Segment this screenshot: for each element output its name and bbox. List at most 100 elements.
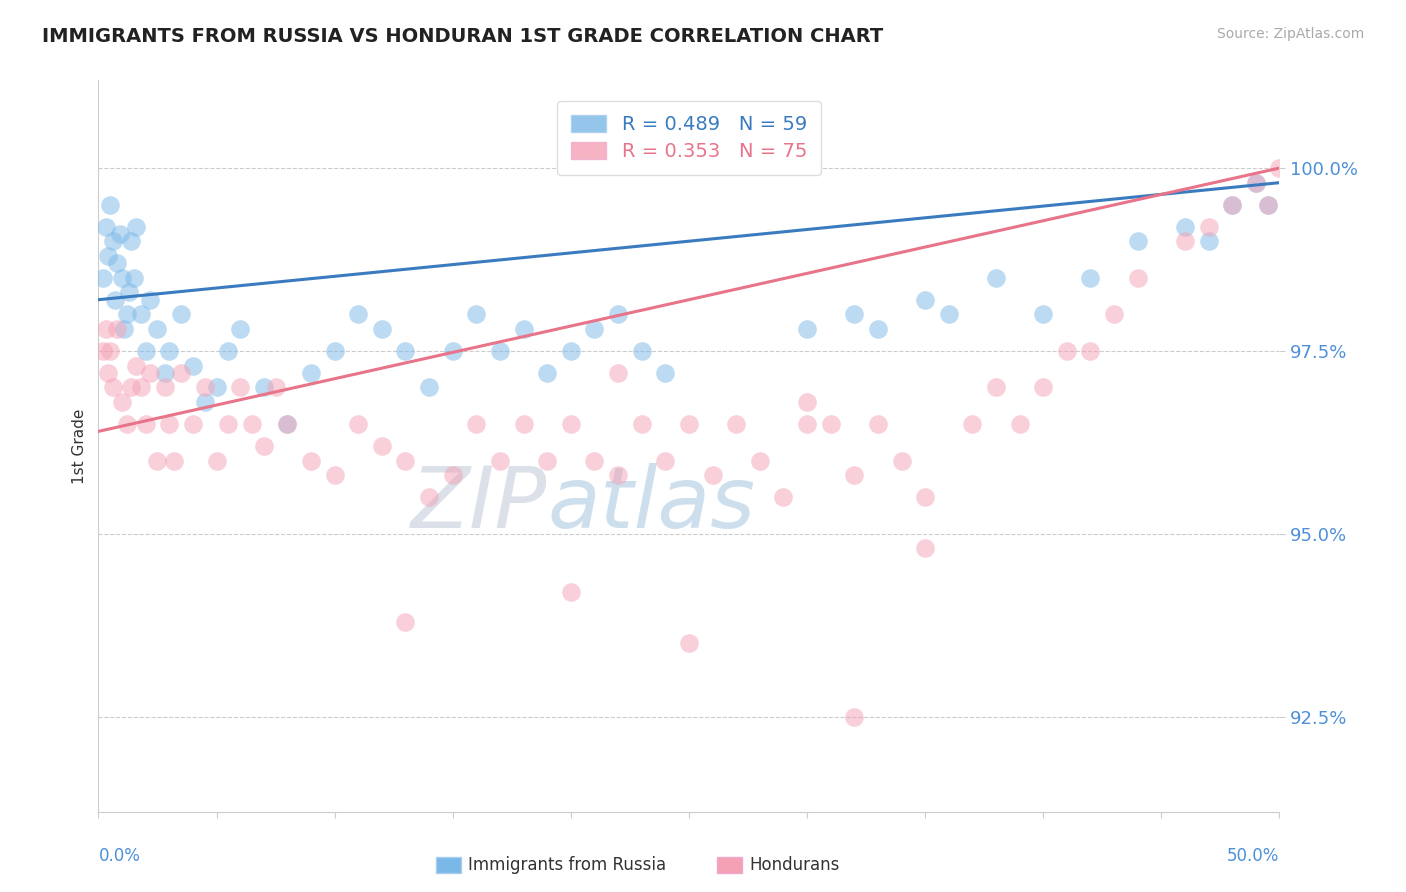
Point	[276, 417, 298, 431]
Point	[654, 453, 676, 467]
Point	[914, 293, 936, 307]
Point	[323, 343, 346, 358]
Point	[347, 417, 370, 431]
Point	[111, 270, 134, 285]
Point	[153, 366, 176, 380]
Point	[702, 468, 724, 483]
Point	[323, 468, 346, 483]
Point	[1174, 219, 1197, 234]
Point	[205, 380, 228, 394]
Point	[115, 417, 138, 431]
Point	[607, 307, 630, 321]
Point	[394, 453, 416, 467]
Point	[108, 227, 131, 241]
Point	[1102, 307, 1125, 321]
Point	[418, 380, 440, 394]
Point	[194, 395, 217, 409]
Point	[105, 322, 128, 336]
Point	[371, 322, 394, 336]
Point	[104, 293, 127, 307]
Point	[1198, 234, 1220, 248]
Point	[105, 256, 128, 270]
Point	[217, 343, 239, 358]
Point	[512, 417, 534, 431]
Point	[394, 343, 416, 358]
Point	[536, 366, 558, 380]
Point	[146, 322, 169, 336]
Point	[844, 468, 866, 483]
Point	[418, 490, 440, 504]
Point	[157, 343, 180, 358]
Point	[146, 453, 169, 467]
Text: atlas: atlas	[547, 463, 755, 546]
Point	[914, 490, 936, 504]
Point	[94, 322, 117, 336]
Point	[121, 380, 143, 394]
Point	[181, 359, 204, 373]
Point	[1220, 197, 1243, 211]
Text: 50.0%: 50.0%	[1227, 847, 1279, 865]
Point	[1032, 307, 1054, 321]
Point	[371, 439, 394, 453]
Point	[441, 468, 464, 483]
Point	[276, 417, 298, 431]
Point	[678, 417, 700, 431]
Point	[1126, 234, 1149, 248]
Point	[217, 417, 239, 431]
Point	[170, 307, 193, 321]
Point	[139, 293, 162, 307]
Point	[181, 417, 204, 431]
Point	[890, 453, 912, 467]
Point	[347, 307, 370, 321]
Point	[678, 636, 700, 650]
Point	[938, 307, 960, 321]
Point	[125, 219, 148, 234]
Y-axis label: 1st Grade: 1st Grade	[72, 409, 87, 483]
Point	[796, 395, 818, 409]
Point	[157, 417, 180, 431]
Text: ZIP: ZIP	[411, 463, 547, 546]
Point	[205, 453, 228, 467]
Point	[630, 343, 652, 358]
Point	[583, 322, 606, 336]
Point	[111, 395, 134, 409]
Point	[98, 197, 121, 211]
Point	[194, 380, 217, 394]
Point	[984, 380, 1007, 394]
Point	[512, 322, 534, 336]
Point	[1056, 343, 1078, 358]
Point	[962, 417, 984, 431]
Point	[607, 468, 630, 483]
Point	[654, 366, 676, 380]
Point	[725, 417, 748, 431]
Point	[91, 343, 114, 358]
Point	[441, 343, 464, 358]
Point	[264, 380, 287, 394]
Point	[91, 270, 114, 285]
Text: IMMIGRANTS FROM RUSSIA VS HONDURAN 1ST GRADE CORRELATION CHART: IMMIGRANTS FROM RUSSIA VS HONDURAN 1ST G…	[42, 27, 883, 45]
Point	[1174, 234, 1197, 248]
Point	[98, 343, 121, 358]
Point	[1257, 197, 1279, 211]
Point	[135, 417, 157, 431]
Point	[139, 366, 162, 380]
Point	[129, 307, 152, 321]
Point	[394, 615, 416, 629]
Point	[536, 453, 558, 467]
Point	[560, 585, 582, 599]
Point	[299, 453, 322, 467]
Text: Immigrants from Russia: Immigrants from Russia	[468, 856, 666, 874]
Point	[866, 417, 889, 431]
Point	[118, 285, 141, 300]
Point	[796, 322, 818, 336]
Point	[1244, 176, 1267, 190]
Point	[94, 219, 117, 234]
Point	[1008, 417, 1031, 431]
Point	[253, 380, 276, 394]
Point	[135, 343, 157, 358]
Point	[560, 417, 582, 431]
Point	[560, 343, 582, 358]
Legend: R = 0.489   N = 59, R = 0.353   N = 75: R = 0.489 N = 59, R = 0.353 N = 75	[557, 101, 821, 175]
Point	[844, 307, 866, 321]
Point	[1268, 161, 1291, 175]
